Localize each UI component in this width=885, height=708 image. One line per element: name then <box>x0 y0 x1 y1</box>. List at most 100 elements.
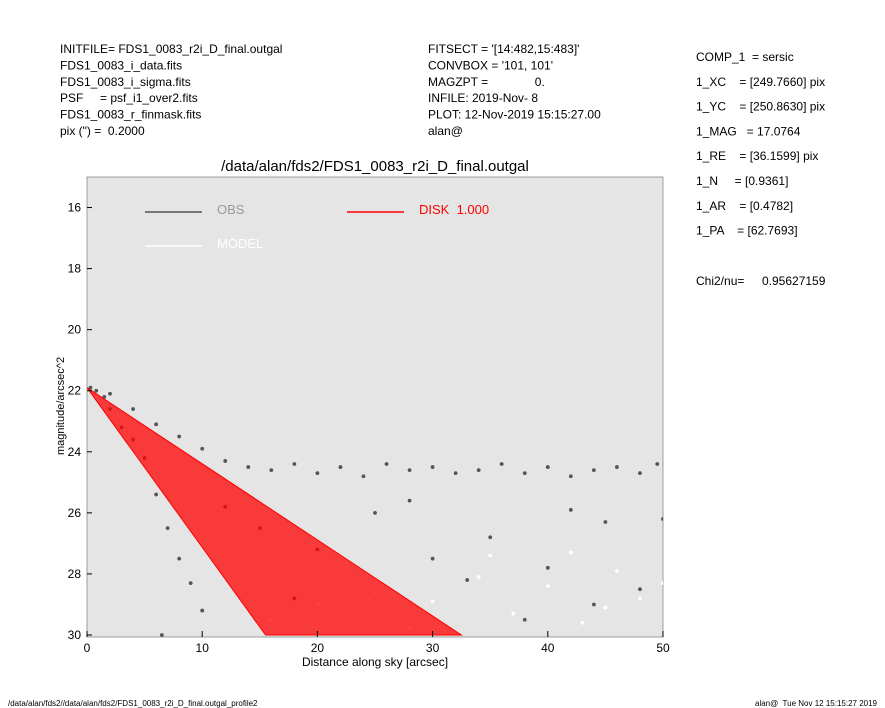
data-point <box>638 596 642 601</box>
x-tick-label: 40 <box>541 641 555 655</box>
plot-background <box>86 176 664 638</box>
header-line: 1_RE = [36.1599] pix <box>696 149 818 163</box>
header-line: pix (") = 0.2000 <box>60 124 145 138</box>
legend-label: OBS <box>217 202 245 217</box>
header-line: CONVBOX = '101, 101' <box>428 58 553 72</box>
data-point <box>154 422 159 427</box>
data-point <box>159 633 164 637</box>
data-point <box>661 581 663 585</box>
data-point <box>269 468 274 473</box>
data-point <box>430 599 435 604</box>
data-point <box>603 605 608 610</box>
data-point <box>177 556 182 561</box>
data-point <box>638 471 642 476</box>
data-point <box>246 465 251 469</box>
data-point <box>655 462 660 466</box>
header-line: PSF = psf_i1_over2.fits <box>60 91 198 105</box>
data-point <box>580 620 585 625</box>
data-point <box>154 492 159 497</box>
data-point <box>200 608 205 613</box>
data-point <box>88 385 93 390</box>
header-line: MAGZPT = 0. <box>428 75 545 89</box>
header-line: INFILE: 2019-Nov- 8 <box>428 91 538 105</box>
header-line: COMP_1 = sersic <box>696 50 794 64</box>
x-tick-label: 50 <box>656 641 670 655</box>
legend-label: DISK 1.000 <box>419 202 489 217</box>
x-tick-label: 0 <box>84 641 91 655</box>
data-point <box>545 584 550 589</box>
data-point <box>499 462 504 466</box>
y-tick-label: 30 <box>68 628 82 642</box>
chi-value: 0.95627159 <box>762 274 826 288</box>
data-point <box>511 611 516 616</box>
y-tick-label: 16 <box>68 201 82 215</box>
y-tick-label: 18 <box>68 262 82 276</box>
chart-title: /data/alan/fds2/FDS1_0083_r2i_D_final.ou… <box>221 158 529 175</box>
data-point <box>108 391 112 396</box>
data-point <box>338 465 343 469</box>
data-point <box>131 407 135 411</box>
footer-left: /data/alan/fds2//data/alan/fds2/FDS1_008… <box>8 699 258 708</box>
data-point <box>545 465 550 469</box>
header-line: INITFILE= FDS1_0083_r2i_D_final.outgal <box>60 42 282 56</box>
header-line: FDS1_0083_i_sigma.fits <box>60 75 191 89</box>
y-tick-label: 22 <box>68 384 82 398</box>
data-point <box>591 602 596 607</box>
data-point <box>615 568 619 573</box>
data-point <box>465 578 470 582</box>
header-line: 1_MAG = 17.0764 <box>696 124 801 138</box>
x-tick-label: 10 <box>196 641 210 655</box>
data-point <box>522 471 527 476</box>
x-tick-label: 30 <box>426 641 440 655</box>
data-point <box>430 556 435 561</box>
footer-right: alan@ Tue Nov 12 15:15:27 2019 <box>755 699 878 708</box>
y-tick-label: 28 <box>68 567 82 581</box>
x-axis-label: Distance along sky [arcsec] <box>302 655 448 669</box>
data-point <box>488 553 493 558</box>
y-tick-label: 24 <box>68 445 82 459</box>
data-point <box>94 388 99 393</box>
data-point <box>522 617 527 622</box>
legend-label: MODEL <box>217 236 263 251</box>
header-line: FDS1_0083_i_data.fits <box>60 58 182 72</box>
data-point <box>200 446 205 451</box>
header-line: FDS1_0083_r_finmask.fits <box>60 108 201 122</box>
y-tick-label: 20 <box>68 323 82 337</box>
data-point <box>165 526 170 531</box>
data-point <box>615 465 619 469</box>
data-point <box>661 517 663 521</box>
data-point <box>407 498 412 503</box>
data-point <box>476 575 481 579</box>
data-point <box>568 550 573 555</box>
data-point <box>102 394 107 399</box>
data-point <box>373 510 377 515</box>
y-axis-label: magnitude/arcsec^2 <box>55 357 67 455</box>
data-point <box>407 468 412 473</box>
data-point <box>223 459 228 463</box>
data-point <box>384 462 389 466</box>
data-point <box>315 471 320 476</box>
data-point <box>545 565 550 570</box>
data-point <box>568 474 573 479</box>
header-line: 1_AR = [0.4782] <box>696 199 793 213</box>
header-line: 1_XC = [249.7660] pix <box>696 75 825 89</box>
data-point <box>638 587 642 592</box>
header-line: FITSECT = '[14:482,15:483]' <box>428 42 579 56</box>
header-line: alan@ <box>428 124 463 138</box>
header-line: 1_N = [0.9361] <box>696 174 788 188</box>
data-point <box>476 468 481 473</box>
chi-label: Chi2/nu= <box>696 274 744 288</box>
data-point <box>488 535 493 540</box>
data-point <box>603 520 608 524</box>
data-point <box>292 462 297 466</box>
data-point <box>361 474 366 479</box>
header-line: PLOT: 12-Nov-2019 15:15:27.00 <box>428 108 601 122</box>
data-point <box>591 468 596 473</box>
header-line: 1_PA = [62.7693] <box>696 224 798 238</box>
data-point <box>453 471 458 476</box>
header-line: 1_YC = [250.8630] pix <box>696 100 825 114</box>
x-tick-label: 20 <box>311 641 325 655</box>
model-area <box>87 387 464 636</box>
plot-area <box>87 385 663 637</box>
